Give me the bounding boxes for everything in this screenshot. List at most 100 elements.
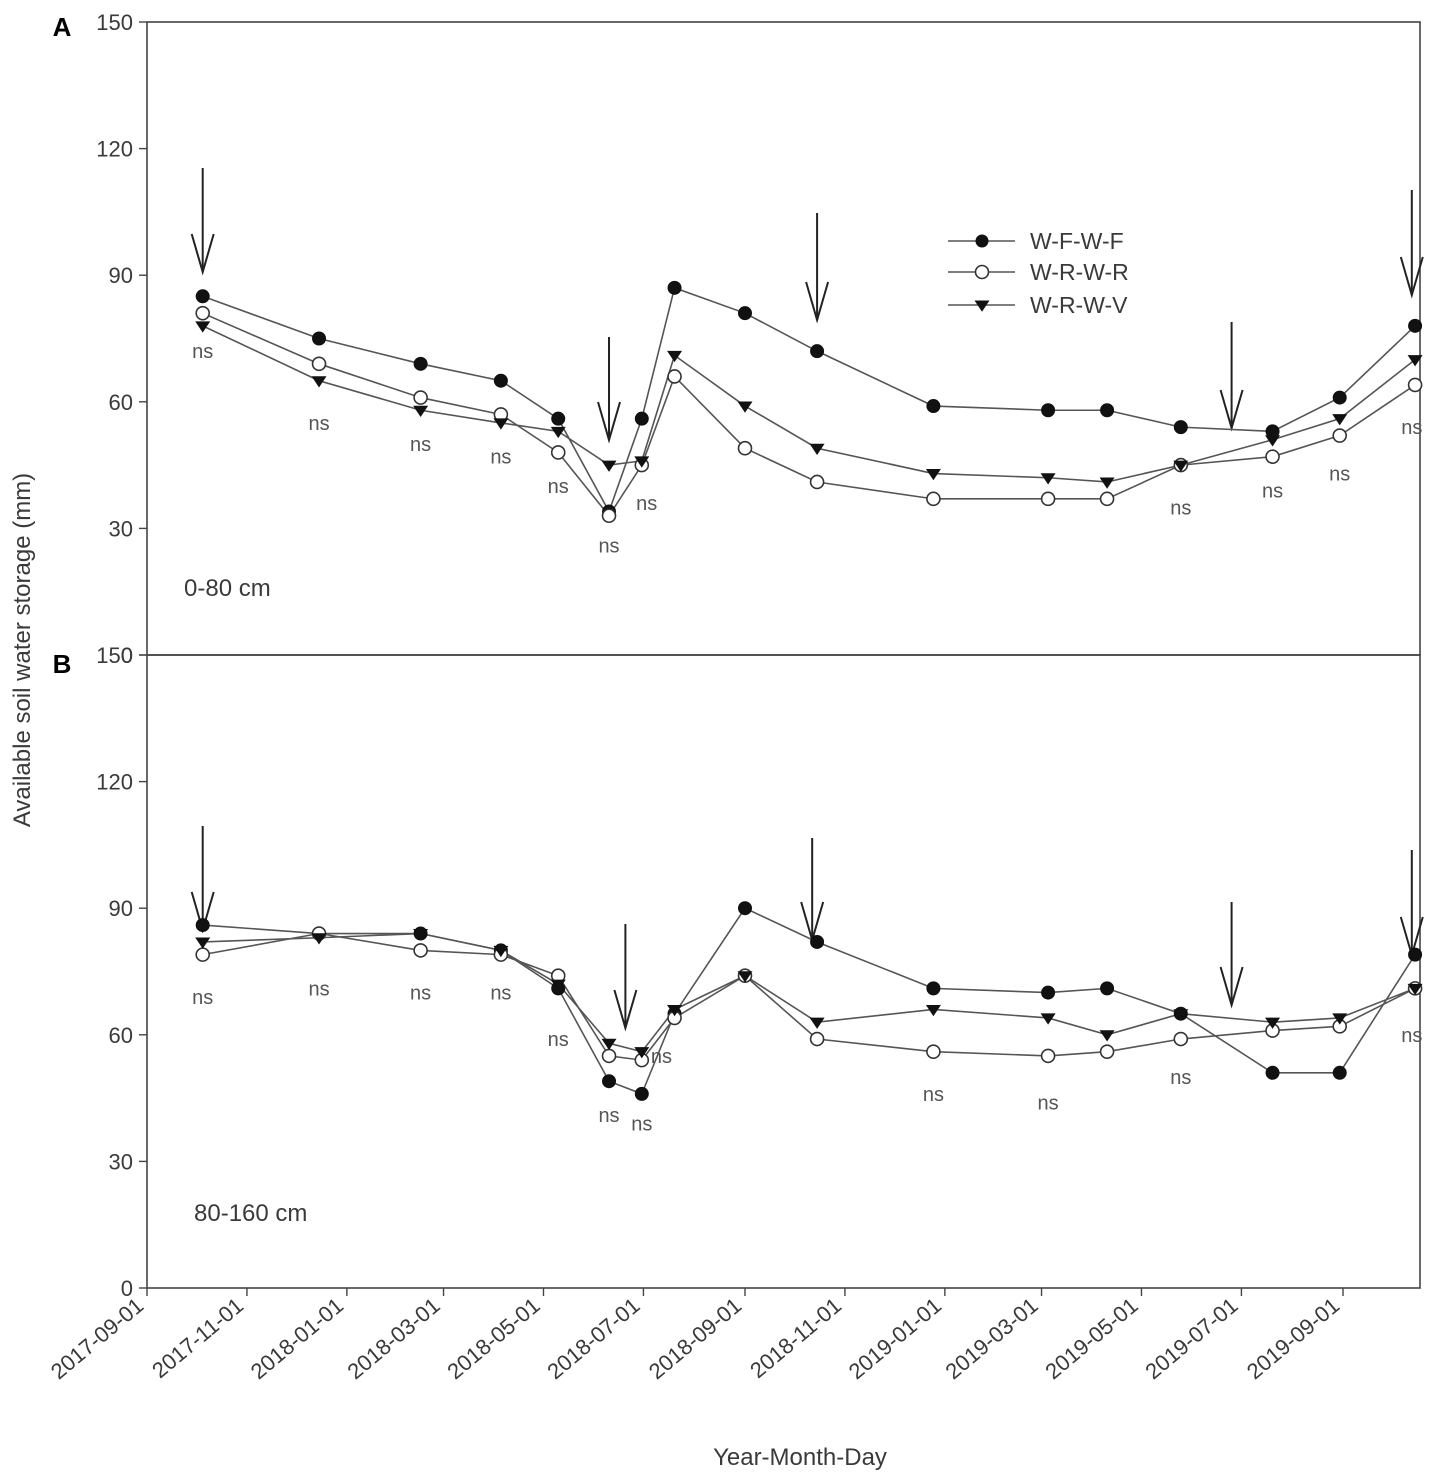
- y-tick-label: 90: [109, 263, 133, 288]
- timing-arrow-head: [1219, 966, 1244, 1009]
- point-w-r-w-r: [601, 508, 617, 524]
- point-w-r-w-r: [195, 305, 211, 321]
- point-w-r-w-v: [667, 350, 683, 363]
- point-w-r-w-r: [550, 445, 566, 460]
- point-w-f-w-f: [195, 918, 210, 933]
- point-w-r-w-v: [195, 937, 211, 949]
- point-w-r-w-r: [737, 440, 753, 456]
- ns-annotation: ns: [548, 476, 569, 498]
- point-w-r-w-r: [1265, 449, 1280, 464]
- point-w-r-w-v: [550, 979, 566, 991]
- point-w-r-w-v: [1332, 1013, 1348, 1025]
- legend-label-w-r-w-r: W-R-W-R: [1030, 259, 1129, 285]
- series-lines: [202, 286, 1416, 1095]
- point-w-f-w-f: [1100, 403, 1115, 418]
- legend-label-w-r-w-v: W-R-W-V: [1030, 292, 1128, 318]
- ns-annotation: ns: [1038, 1092, 1059, 1114]
- point-w-r-w-v: [634, 1047, 650, 1059]
- point-w-r-w-v: [311, 933, 327, 945]
- timing-arrow-head: [805, 281, 830, 324]
- y-tick-label: 30: [109, 1149, 133, 1174]
- point-w-r-w-r: [667, 369, 682, 384]
- y-tick-label: 120: [96, 137, 133, 162]
- x-tick-label: 2019-09-01: [1242, 1293, 1344, 1384]
- point-w-r-w-r: [1040, 1048, 1056, 1064]
- point-w-r-w-r: [195, 947, 211, 962]
- x-axis-title: Year-Month-Day: [713, 1444, 887, 1471]
- point-w-f-w-f: [1408, 318, 1423, 333]
- x-tick-label: 2019-07-01: [1140, 1293, 1242, 1384]
- timing-arrow-head: [1219, 389, 1244, 432]
- point-w-r-w-v: [601, 460, 617, 472]
- panel-letter-b: B: [53, 649, 72, 679]
- ns-annotation: ns: [651, 1046, 672, 1068]
- legend-label-w-f-w-f: W-F-W-F: [1030, 228, 1124, 254]
- depth-label: 0-80 cm: [184, 575, 271, 602]
- point-w-r-w-v: [634, 456, 650, 468]
- y-tick-label: 60: [109, 390, 133, 415]
- legend-marker-w-f-w-f: [975, 234, 989, 248]
- ns-annotation: ns: [1262, 480, 1283, 502]
- point-w-r-w-r: [809, 1031, 825, 1047]
- point-w-r-w-v: [1040, 473, 1056, 485]
- ns-annotation: ns: [631, 1113, 652, 1135]
- point-w-r-w-r: [1099, 1044, 1115, 1059]
- x-tick-label: 2018-09-01: [644, 1293, 746, 1384]
- ns-annotation: ns: [636, 493, 657, 515]
- point-w-r-w-v: [1040, 1013, 1056, 1025]
- y-axis-title: Available soil water storage (mm): [9, 473, 36, 827]
- legend-marker-w-r-w-v: [974, 300, 990, 312]
- point-w-r-w-v: [809, 1017, 825, 1029]
- point-w-r-w-v: [1099, 1030, 1115, 1042]
- point-w-f-w-f: [551, 411, 566, 426]
- x-tick-label: 2019-01-01: [844, 1293, 946, 1384]
- point-w-f-w-f: [1041, 403, 1056, 418]
- point-w-f-w-f: [493, 373, 508, 388]
- y-tick-label: 150: [96, 10, 133, 35]
- ns-annotation: ns: [490, 447, 511, 469]
- x-tick-label: 2018-05-01: [442, 1293, 544, 1384]
- point-w-f-w-f: [195, 289, 210, 304]
- point-w-r-w-r: [413, 390, 428, 405]
- ns-annotation: ns: [1329, 464, 1350, 486]
- point-w-r-w-v: [809, 443, 825, 455]
- ns-annotation: ns: [923, 1084, 944, 1106]
- x-tick-label: 2017-11-01: [147, 1293, 248, 1383]
- point-w-r-w-r: [1040, 491, 1056, 507]
- depth-label: 80-160 cm: [194, 1200, 307, 1227]
- x-tick-label: 2018-01-01: [246, 1293, 348, 1384]
- ns-annotation: ns: [490, 983, 511, 1005]
- point-w-r-w-r: [809, 474, 825, 490]
- point-w-r-w-v: [413, 405, 429, 417]
- timing-arrow-head: [190, 233, 215, 276]
- x-tick-label: 2018-07-01: [542, 1293, 644, 1384]
- y-tick-label: 90: [109, 896, 133, 921]
- ns-annotation: ns: [410, 983, 431, 1005]
- ns-annotation: ns: [192, 987, 213, 1009]
- panel-frame-a: [146, 21, 1421, 656]
- point-w-r-w-v: [413, 929, 429, 941]
- point-w-f-w-f: [1332, 1065, 1347, 1080]
- series-line-w-r-w-v: [202, 325, 1416, 483]
- panel-frame-b: [146, 654, 1421, 1289]
- point-w-f-w-f: [810, 344, 825, 359]
- point-w-r-w-v: [601, 1038, 617, 1050]
- point-w-r-w-v: [493, 945, 509, 958]
- ns-annotation: ns: [410, 434, 431, 456]
- ns-annotation: ns: [1170, 1067, 1191, 1089]
- timing-arrow-head: [1399, 256, 1424, 299]
- ns-annotation: ns: [598, 1105, 619, 1127]
- point-w-f-w-f: [1265, 1065, 1280, 1080]
- point-w-r-w-v: [737, 971, 753, 983]
- timing-arrow-head: [613, 989, 638, 1032]
- x-tick-label: 2018-11-01: [745, 1293, 846, 1383]
- point-w-f-w-f: [634, 411, 649, 426]
- point-w-r-w-v: [1407, 355, 1423, 367]
- point-w-r-w-r: [413, 943, 428, 958]
- x-tick-label: 2019-05-01: [1040, 1293, 1142, 1384]
- point-w-f-w-f: [634, 1086, 649, 1101]
- y-tick-label: 60: [109, 1023, 133, 1048]
- point-w-r-w-v: [550, 426, 566, 439]
